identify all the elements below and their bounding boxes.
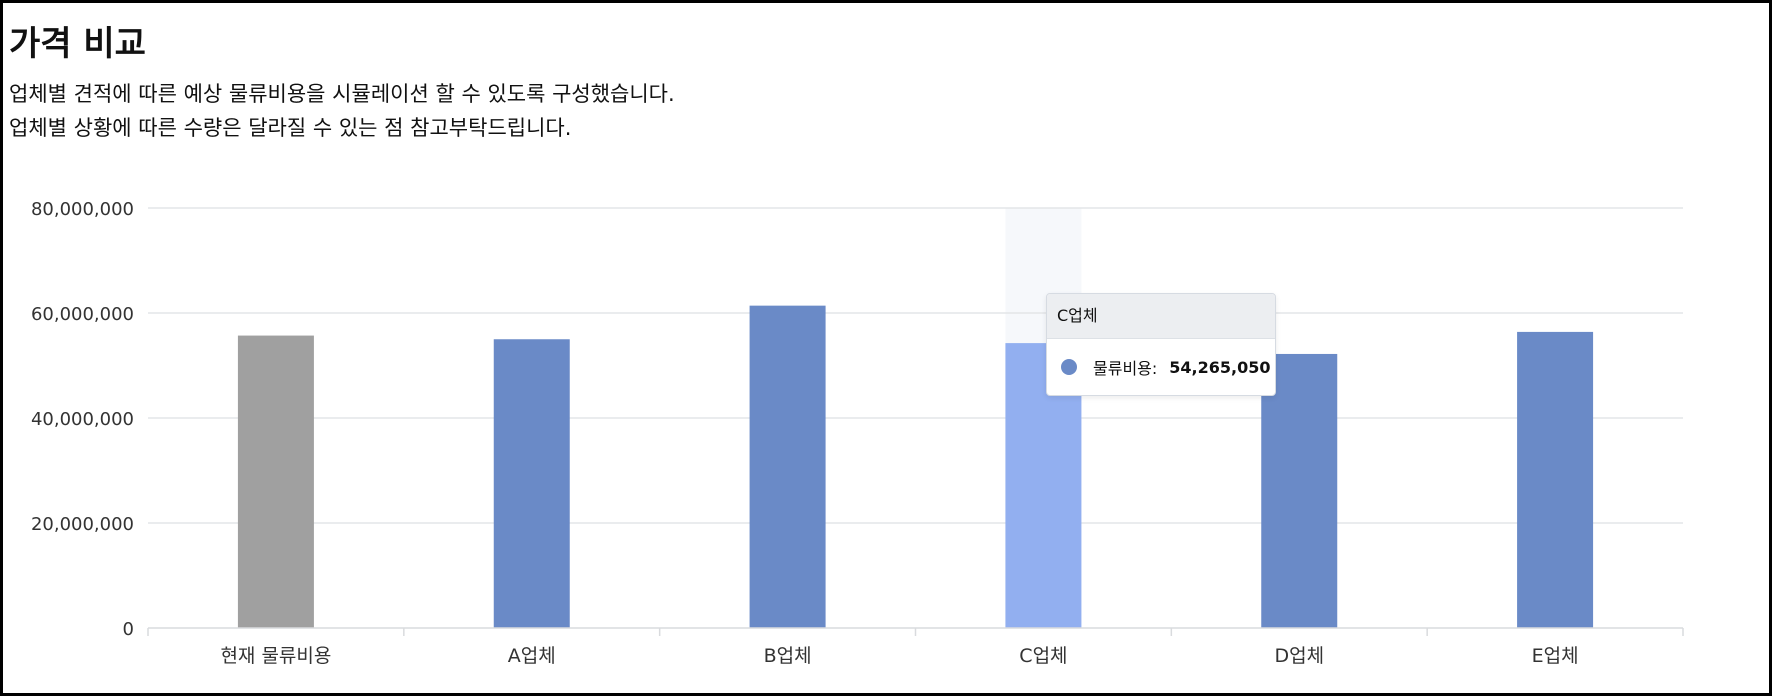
x-category-label: D업체 [1274, 645, 1324, 667]
y-tick-label: 0 [123, 619, 134, 640]
x-category-label: C업체 [1019, 645, 1067, 667]
x-category-label: B업체 [764, 645, 812, 667]
y-tick-label: 40,000,000 [31, 409, 134, 430]
chart-tooltip: C업체 물류비용: 54,265,050 [1046, 293, 1276, 396]
x-category-label: E업체 [1532, 645, 1579, 667]
tooltip-label: 물류비용: [1093, 359, 1158, 378]
tooltip-value: 54,265,050 [1169, 357, 1271, 377]
y-tick-label: 60,000,000 [31, 304, 134, 325]
tooltip-title: C업체 [1047, 294, 1275, 339]
bar-1 [493, 339, 570, 628]
series-dot-icon [1061, 359, 1077, 375]
x-category-label: 현재 물류비용 [220, 645, 331, 667]
bar-4 [1261, 353, 1338, 628]
description-line-1: 업체별 견적에 따른 예상 물류비용을 시뮬레이션 할 수 있도록 구성했습니다… [9, 82, 675, 106]
bar-0 [237, 335, 314, 628]
x-category-label: A업체 [508, 645, 556, 667]
bar-2 [749, 305, 826, 628]
description-line-2: 업체별 상황에 따른 수량은 달라질 수 있는 점 참고부탁드립니다. [9, 116, 572, 140]
y-tick-label: 80,000,000 [31, 199, 134, 220]
tooltip-row: 물류비용: 54,265,050 [1047, 339, 1275, 395]
y-tick-label: 20,000,000 [31, 514, 134, 535]
bar-5 [1517, 331, 1594, 628]
page-title: 가격 비교 [9, 24, 146, 64]
